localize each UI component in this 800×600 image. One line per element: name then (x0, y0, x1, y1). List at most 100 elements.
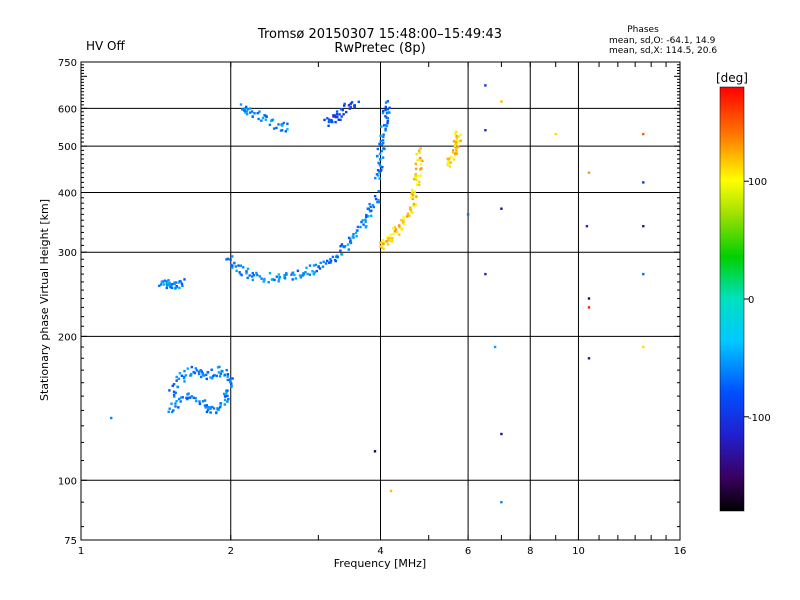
data-point (223, 398, 227, 402)
data-point (183, 375, 186, 379)
data-point (357, 100, 360, 103)
data-point (339, 245, 342, 248)
data-point (270, 278, 274, 281)
data-point (406, 212, 409, 215)
data-point (493, 345, 497, 349)
data-point (302, 273, 306, 276)
data-point (455, 146, 459, 149)
data-point (419, 147, 422, 150)
y-tick-label: 300 (58, 248, 77, 259)
data-point (251, 115, 254, 118)
data-point (246, 276, 249, 280)
data-point (384, 129, 387, 132)
data-point (215, 374, 218, 378)
data-point (205, 410, 209, 414)
data-point (206, 408, 210, 412)
data-point (203, 404, 207, 407)
data-point (389, 236, 392, 240)
x-tick-label: 16 (674, 546, 687, 557)
data-point (343, 104, 346, 107)
data-point (273, 278, 276, 282)
data-point (484, 272, 487, 276)
data-point (412, 202, 416, 206)
data-point (418, 183, 421, 186)
data-point (242, 266, 245, 269)
data-point (172, 409, 175, 412)
data-point (351, 235, 354, 238)
data-point (210, 368, 213, 371)
data-point (167, 279, 170, 282)
data-point (251, 272, 254, 275)
y-tick-label: 100 (58, 476, 77, 487)
data-point (231, 377, 234, 380)
data-point (275, 126, 278, 130)
data-point (206, 406, 210, 409)
data-point (226, 375, 229, 378)
data-point (175, 379, 178, 382)
data-point (340, 115, 343, 118)
data-point (414, 203, 418, 206)
data-point (263, 114, 267, 117)
data-point (219, 406, 222, 409)
data-point (389, 233, 392, 236)
data-point (246, 108, 250, 111)
data-point (391, 237, 394, 240)
data-point (453, 144, 457, 147)
data-point (409, 207, 412, 210)
data-point (365, 225, 368, 228)
data-point (347, 248, 350, 251)
data-point (419, 159, 422, 162)
data-point (277, 280, 280, 283)
chart-subtitle: RwPretec (8p) (334, 41, 425, 56)
data-point (209, 411, 212, 414)
data-point (168, 407, 171, 410)
data-point (249, 107, 252, 110)
data-point (350, 101, 354, 104)
data-point (192, 370, 195, 374)
data-point (340, 253, 344, 256)
data-point (587, 357, 591, 360)
data-point (378, 177, 381, 180)
data-point (179, 400, 182, 403)
data-point (354, 231, 358, 235)
data-point (379, 245, 382, 248)
data-point (378, 163, 381, 166)
data-point (398, 233, 401, 236)
data-point (183, 278, 186, 281)
data-point (388, 106, 391, 109)
data-point (174, 286, 177, 289)
data-point (158, 284, 161, 287)
data-point (224, 392, 227, 396)
data-point (349, 105, 352, 109)
data-point (231, 255, 234, 258)
data-point (209, 406, 212, 409)
data-point (177, 406, 180, 409)
data-point (420, 167, 423, 170)
data-point (377, 161, 380, 165)
data-point (500, 432, 503, 436)
data-point (381, 139, 385, 142)
data-point (230, 263, 233, 267)
data-point (203, 399, 207, 402)
data-point (449, 161, 452, 164)
data-point (280, 124, 284, 127)
data-point (217, 371, 221, 374)
x-tick-label: 2 (228, 546, 234, 557)
data-point (386, 236, 389, 239)
data-point (364, 218, 367, 221)
data-point (194, 397, 197, 400)
data-point (275, 275, 278, 278)
data-point (220, 369, 223, 373)
data-point (162, 283, 166, 286)
data-point (199, 369, 202, 372)
data-point (173, 395, 176, 398)
data-point (326, 259, 329, 263)
data-point (233, 262, 236, 265)
data-point (181, 284, 184, 287)
data-point (308, 264, 312, 267)
data-point (368, 202, 371, 206)
data-point (189, 374, 192, 377)
data-point (414, 162, 417, 166)
data-point (415, 178, 418, 181)
data-point (252, 274, 256, 277)
